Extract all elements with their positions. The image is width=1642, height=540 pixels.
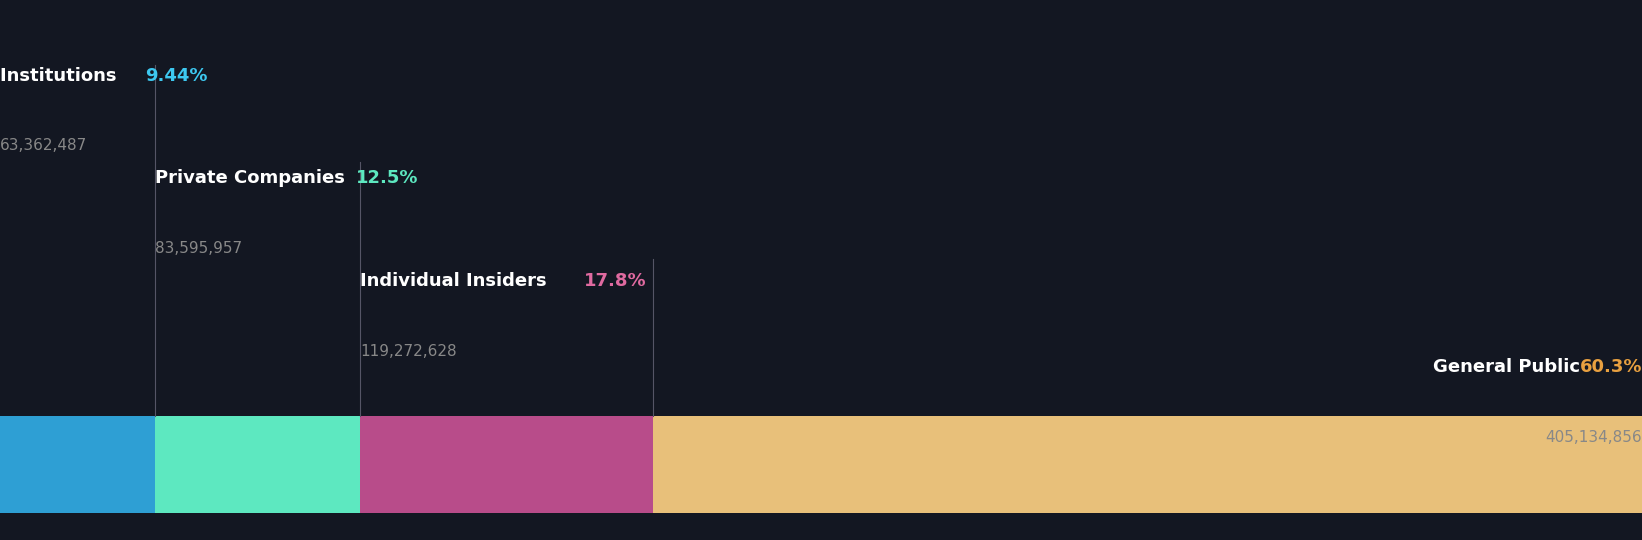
Bar: [652, 416, 1642, 513]
Text: 12.5%: 12.5%: [356, 169, 419, 187]
Text: 83,595,957: 83,595,957: [154, 241, 241, 256]
Text: 119,272,628: 119,272,628: [360, 343, 456, 359]
Text: Individual Insiders: Individual Insiders: [360, 272, 553, 290]
Text: Private Companies: Private Companies: [154, 169, 351, 187]
Bar: [154, 416, 360, 513]
Bar: [360, 416, 652, 513]
Text: 63,362,487: 63,362,487: [0, 138, 87, 153]
Text: Institutions: Institutions: [0, 66, 123, 85]
Bar: [0, 416, 154, 513]
Text: 9.44%: 9.44%: [144, 66, 207, 85]
Text: 405,134,856: 405,134,856: [1545, 430, 1642, 445]
Text: General Public: General Public: [1433, 358, 1586, 376]
Text: 60.3%: 60.3%: [1580, 358, 1642, 376]
Text: 17.8%: 17.8%: [583, 272, 647, 290]
